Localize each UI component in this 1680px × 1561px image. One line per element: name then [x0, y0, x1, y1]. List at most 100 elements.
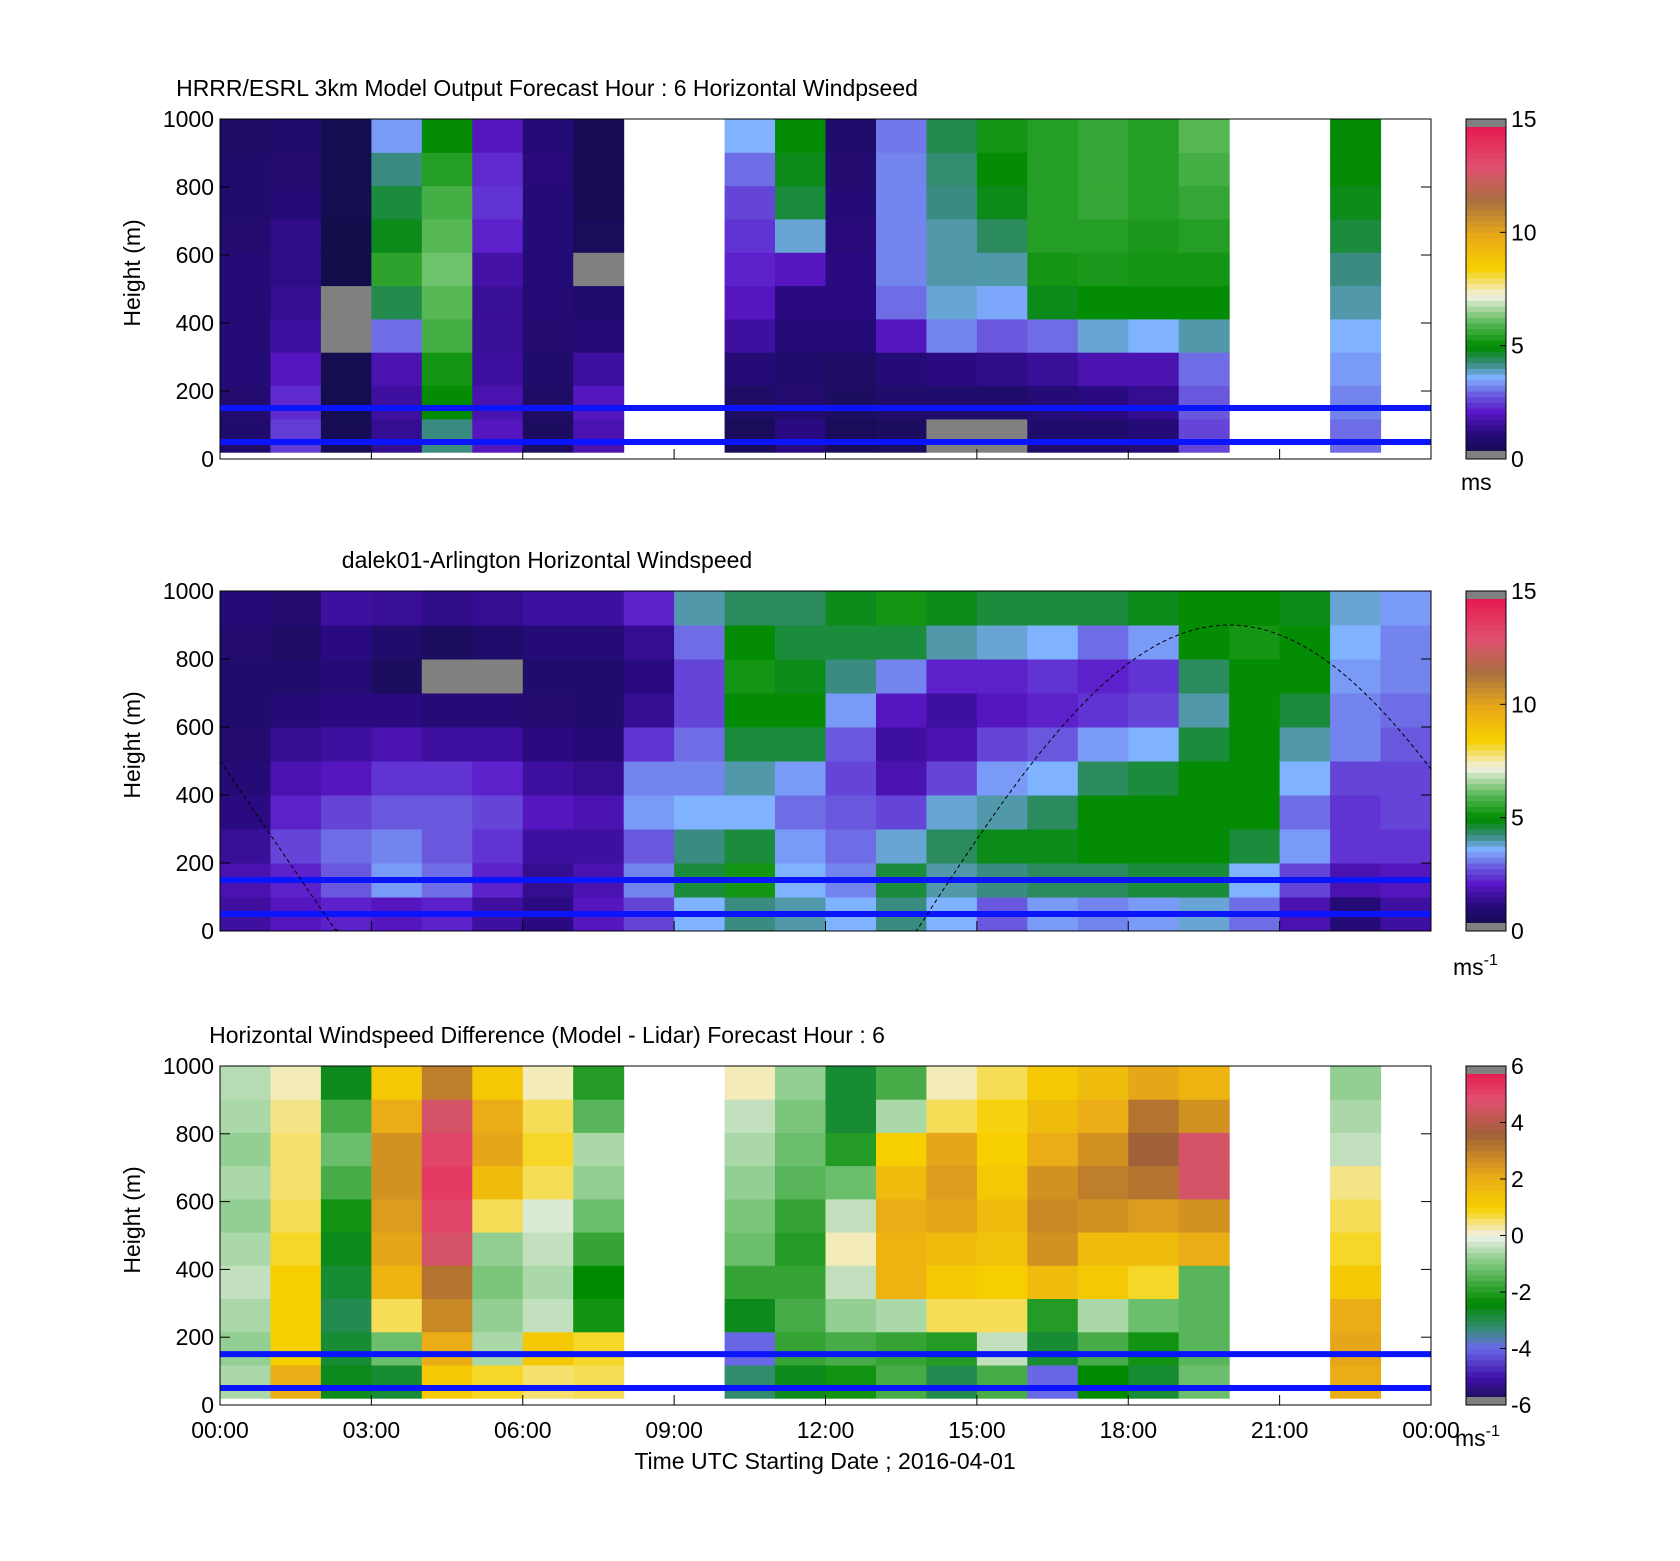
heatmap-cell: [876, 625, 927, 660]
colorbar-swatch: [1466, 1292, 1506, 1299]
colorbar-swatch: [1466, 300, 1506, 307]
heatmap-cell: [1229, 693, 1281, 728]
heatmap-cell: [1077, 119, 1129, 153]
heatmap-cell: [270, 625, 322, 660]
colorbar-swatch: [1466, 408, 1506, 415]
heatmap-cell: [775, 1365, 826, 1399]
heatmap-cell: [472, 418, 524, 453]
heatmap-cell: [775, 591, 826, 626]
heatmap-cell: [522, 418, 574, 453]
heatmap-cell: [573, 1132, 625, 1167]
heatmap-cell: [775, 252, 826, 287]
heatmap-cell: [1330, 591, 1382, 626]
y-tick-label: 800: [176, 174, 214, 200]
colorbar-unit-text: ms: [1461, 469, 1492, 495]
colorbar-swatch: [1466, 1275, 1506, 1282]
colorbar-swatch: [1466, 385, 1506, 392]
heatmap-cell: [421, 219, 473, 253]
panel-title: HRRR/ESRL 3km Model Output Forecast Hour…: [176, 75, 918, 101]
heatmap-cell: [825, 418, 877, 453]
heatmap-cell: [976, 829, 1028, 864]
colorbar-swatch: [1466, 340, 1506, 347]
heatmap-cell: [876, 1165, 927, 1200]
colorbar-swatch: [1466, 255, 1506, 262]
colorbar-swatch: [1466, 1116, 1506, 1123]
heatmap-cell: [421, 1298, 473, 1333]
heatmap-cell: [320, 1066, 372, 1100]
x-tick-label: 21:00: [1251, 1417, 1309, 1443]
heatmap-cell: [926, 659, 978, 694]
colorbar-swatch: [1466, 625, 1506, 632]
colorbar-swatch: [1466, 800, 1506, 807]
colorbar-swatch: [1466, 1162, 1506, 1169]
heatmap-cell: [1178, 1331, 1230, 1366]
heatmap-cell: [674, 625, 726, 660]
heatmap-cell: [1128, 591, 1180, 626]
heatmap-cell: [421, 385, 473, 420]
heatmap-cell: [371, 418, 423, 453]
heatmap-cell: [270, 385, 322, 420]
heatmap-cell: [371, 1198, 423, 1233]
colorbar-swatch: [1466, 1331, 1506, 1338]
heatmap-cell: [220, 418, 271, 453]
x-tick-label: 12:00: [797, 1417, 855, 1443]
heatmap-cell: [1128, 1099, 1180, 1133]
heatmap-cell: [522, 591, 574, 626]
colorbar-swatch: [1466, 323, 1506, 330]
heatmap-cell: [1178, 761, 1230, 796]
heatmap-cell: [320, 795, 372, 830]
heatmap-cell: [421, 591, 473, 626]
colorbar-swatch: [1466, 215, 1506, 222]
heatmap-cell: [421, 1099, 473, 1133]
heatmap-cell: [371, 385, 423, 420]
heatmap-cell: [674, 795, 726, 830]
heatmap-cell: [623, 761, 675, 796]
heatmap-cell: [421, 693, 473, 728]
heatmap-cell: [724, 1198, 776, 1233]
heatmap-cell: [1380, 625, 1432, 660]
heatmap-cell: [371, 1265, 423, 1299]
heatmap-cell: [522, 1331, 574, 1366]
heatmap-cell: [1027, 219, 1079, 253]
heatmap-cell: [876, 418, 927, 453]
heatmap-cell: [876, 318, 927, 353]
heatmap-cell: [825, 761, 877, 796]
heatmap-cell: [976, 1365, 1028, 1399]
colorbar-swatch: [1466, 345, 1506, 352]
heatmap-cell: [775, 727, 826, 762]
x-axis-label: Time UTC Starting Date ; 2016-04-01: [634, 1448, 1015, 1474]
heatmap-cell: [270, 285, 322, 320]
colorbar-swatch: [1466, 795, 1506, 802]
heatmap-cell: [1330, 659, 1382, 694]
heatmap-cell: [573, 1198, 625, 1233]
heatmap-cell: [220, 761, 271, 796]
colorbar-swatch: [1466, 243, 1506, 250]
heatmap-cell: [573, 1298, 625, 1333]
heatmap-cell: [1077, 761, 1129, 796]
y-axis-label: Height (m): [119, 219, 145, 326]
heatmap-cell: [1027, 1198, 1079, 1233]
colorbar-swatch: [1466, 447, 1506, 454]
heatmap-cell: [1178, 1232, 1230, 1266]
heatmap-cell: [724, 1066, 776, 1100]
heatmap-cell: [724, 795, 776, 830]
heatmap-cell: [1027, 591, 1079, 626]
colorbar-swatch: [1466, 136, 1506, 143]
heatmap-cell: [320, 219, 372, 253]
heatmap-cell: [573, 591, 625, 626]
heatmap-cell: [1128, 152, 1180, 187]
heatmap-cell: [371, 761, 423, 796]
heatmap-cell: [270, 1232, 322, 1266]
colorbar-swatch: [1466, 170, 1506, 177]
heatmap-cell: [320, 1265, 372, 1299]
heatmap-cell: [522, 659, 574, 694]
heatmap-cell: [573, 795, 625, 830]
heatmap-cell: [371, 1298, 423, 1333]
heatmap-cell: [1027, 1099, 1079, 1133]
colorbar-swatch: [1466, 1235, 1506, 1242]
heatmap-cell: [320, 693, 372, 728]
colorbar-swatch: [1466, 1388, 1506, 1395]
heatmap-cell: [472, 1066, 524, 1100]
heatmap-cell: [825, 1165, 877, 1200]
colorbar-swatch: [1466, 198, 1506, 205]
